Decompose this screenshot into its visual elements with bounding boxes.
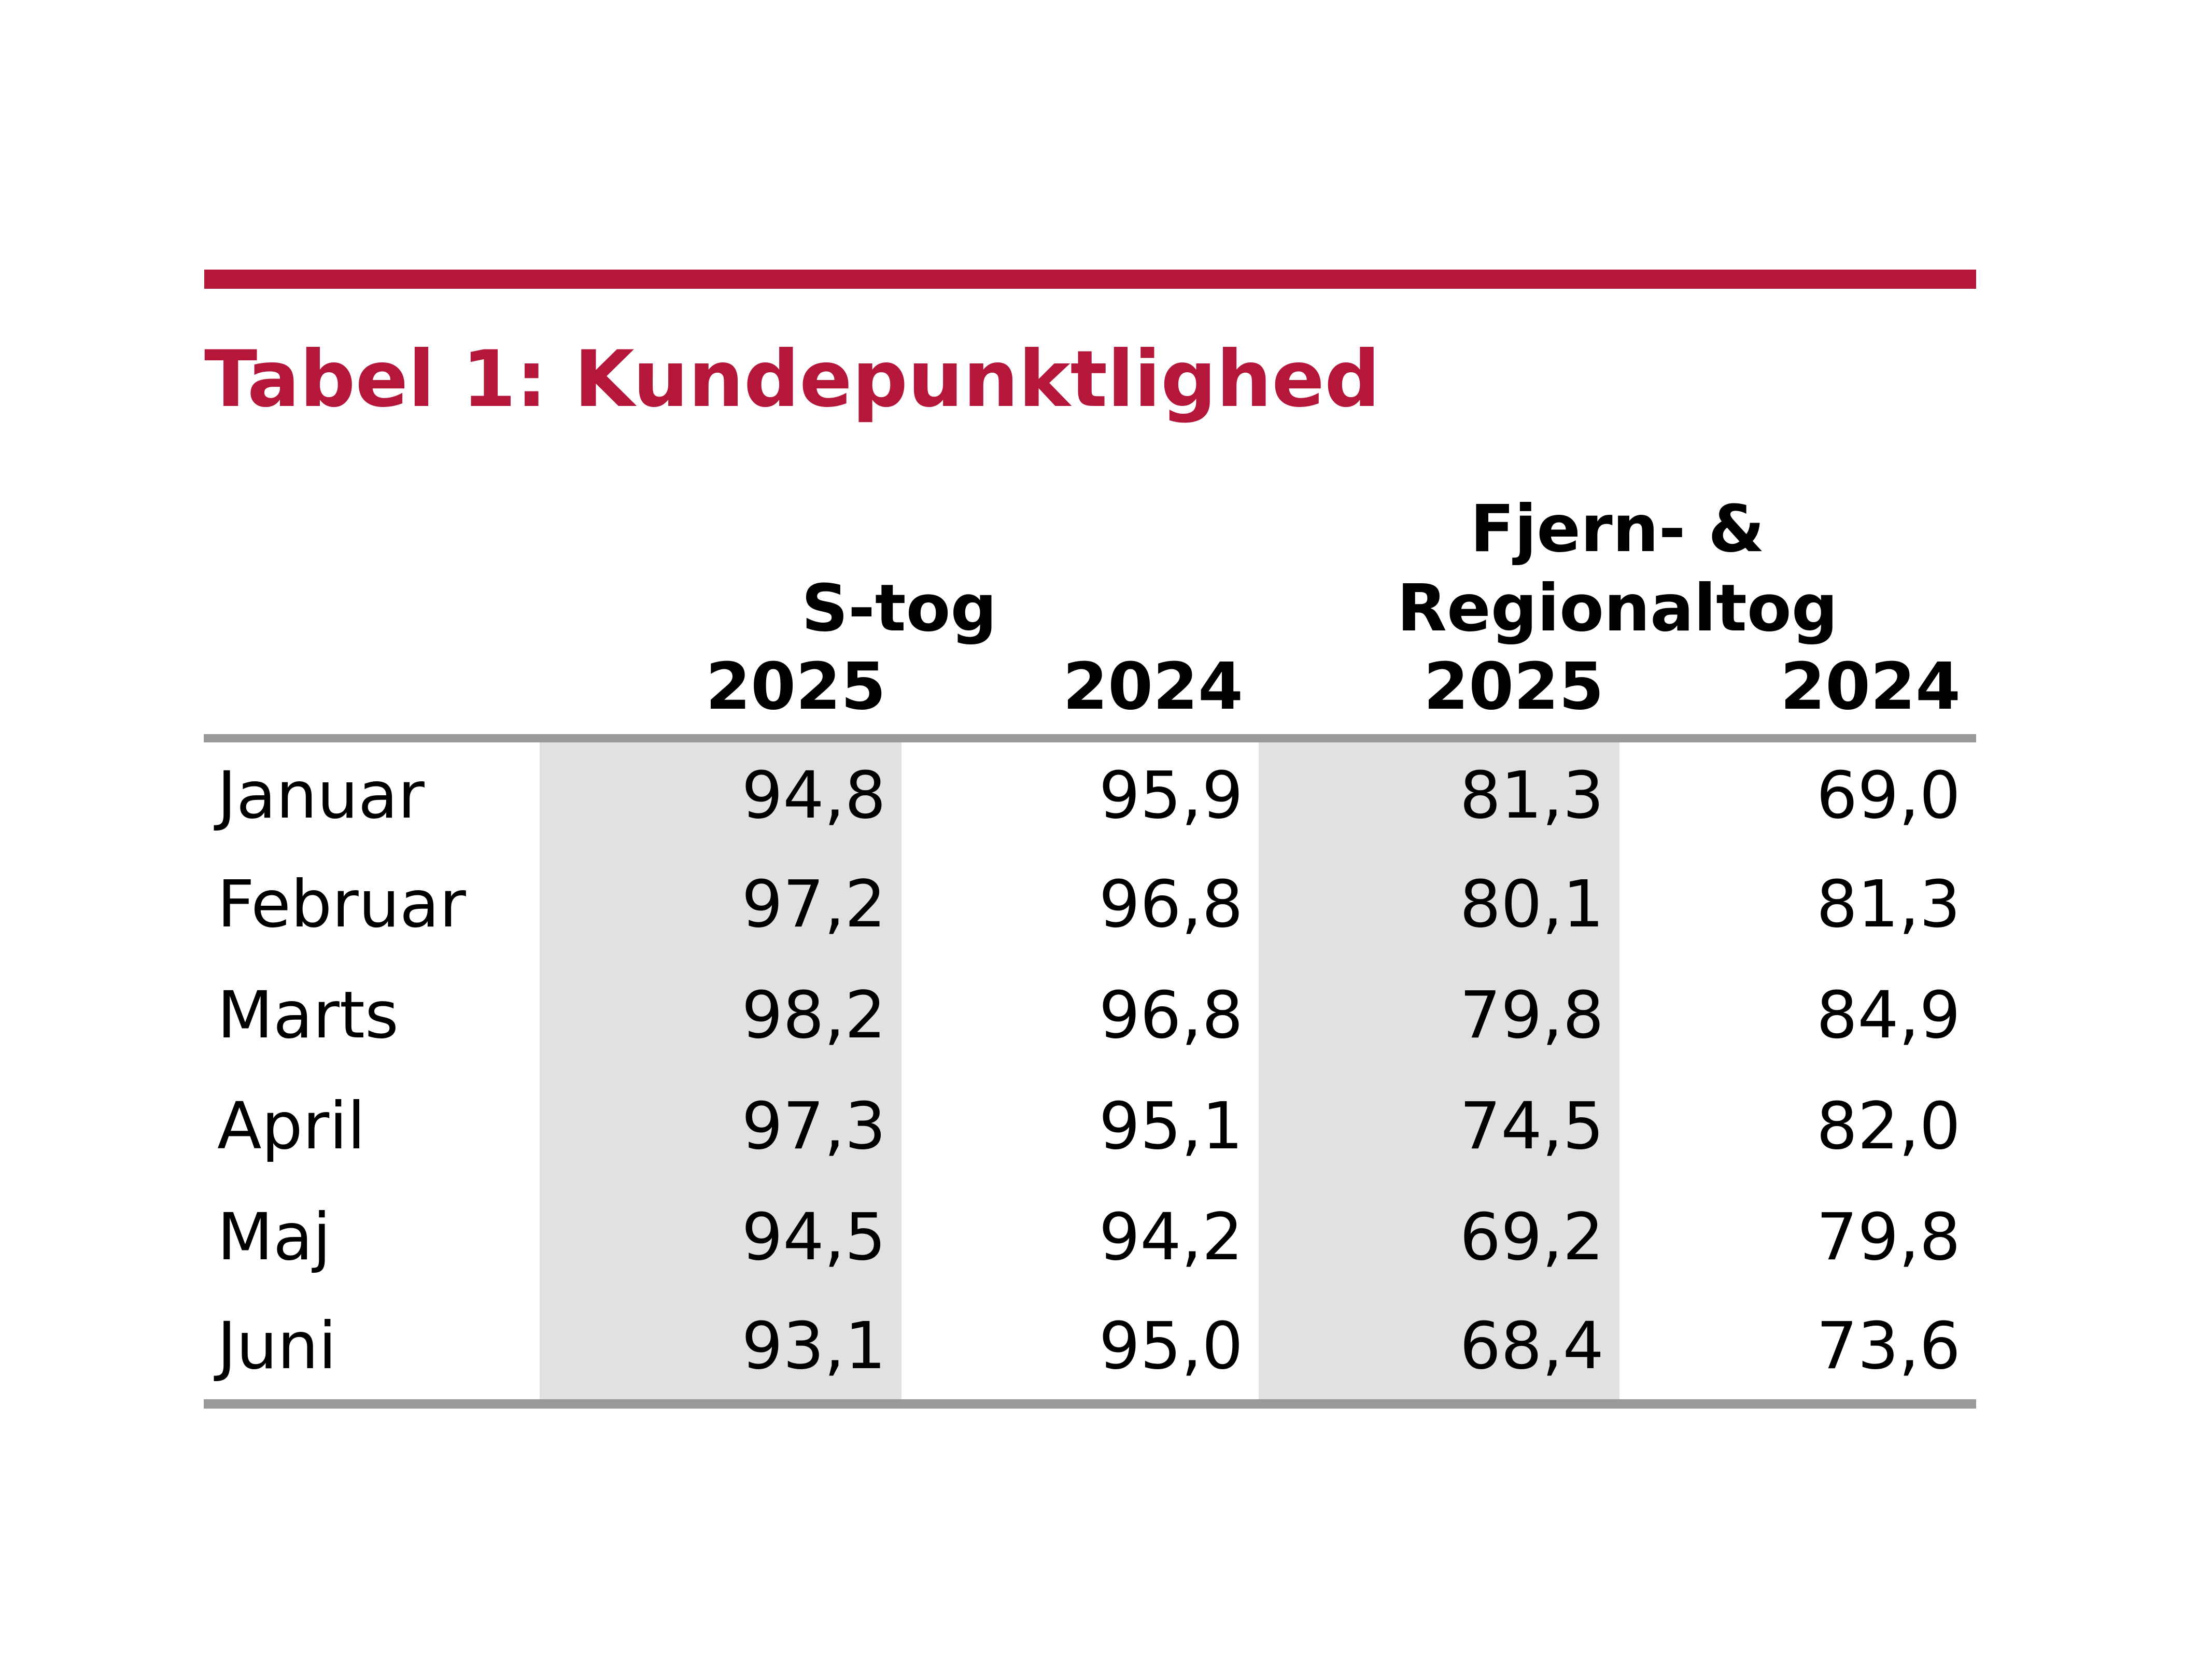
group-header-fjern-regionaltog-label: Fjern- & Regionaltog — [1397, 491, 1838, 646]
value-cell: 95,1 — [1098, 1089, 1244, 1164]
value-cell: 94,8 — [540, 738, 901, 849]
value-cell: 96,8 — [1098, 978, 1244, 1053]
value-cell: 74,5 — [1259, 1071, 1620, 1182]
table-row-juni: Juni 93,1 95,0 68,4 73,6 — [204, 1293, 1977, 1409]
year-header-fjern-2025: 2025 — [1259, 648, 1620, 742]
table-row-januar: Januar 94,8 95,9 81,3 69,0 — [204, 738, 1976, 849]
page-title: Tabel 1: Kundepunktlighed — [204, 334, 1380, 425]
year-header-fjern-2024: 2024 — [1619, 648, 1977, 742]
year-header-row: 2025 2024 2025 2024 — [204, 648, 1977, 742]
accent-top-rule — [204, 270, 1976, 289]
table-row-april: April 97,3 95,1 74,5 82,0 — [204, 1071, 1976, 1182]
group-header-row: S-tog Fjern- & Regionaltog — [204, 466, 1976, 648]
value-cell: 81,3 — [1259, 738, 1620, 849]
group-header-fjern-regionaltog: Fjern- & Regionaltog — [1259, 466, 1976, 648]
value-cell: 80,1 — [1259, 849, 1620, 960]
table-body: Januar 94,8 95,9 81,3 69,0 Februar 97,2 … — [204, 738, 1977, 1409]
value-cell: 95,0 — [901, 1293, 1259, 1409]
year-header-s-tog-2025: 2025 — [540, 648, 901, 742]
empty-header-cell — [204, 466, 540, 648]
month-label: Juni — [204, 1293, 540, 1409]
month-label: April — [217, 1089, 365, 1164]
month-label: Maj — [217, 1200, 331, 1275]
value-cell: 69,2 — [1259, 1182, 1620, 1293]
month-label: Februar — [217, 867, 466, 942]
group-header-s-tog: S-tog — [540, 466, 1259, 648]
value-cell: 94,2 — [1098, 1200, 1244, 1275]
value-cell: 82,0 — [1816, 1089, 1961, 1164]
value-cell: 97,2 — [540, 849, 901, 960]
table-row-marts: Marts 98,2 96,8 79,8 84,9 — [204, 960, 1976, 1071]
customer-punctuality-table: S-tog Fjern- & Regionaltog 2025 2024 202… — [204, 466, 1977, 1409]
value-cell: 81,3 — [1816, 867, 1961, 942]
empty-header-cell — [204, 648, 540, 742]
value-cell: 79,8 — [1816, 1200, 1961, 1275]
value-cell: 84,9 — [1816, 978, 1961, 1053]
value-cell: 96,8 — [1098, 867, 1244, 942]
value-cell: 93,1 — [540, 1293, 901, 1409]
value-cell: 95,9 — [1098, 758, 1244, 833]
table-row-maj: Maj 94,5 94,2 69,2 79,8 — [204, 1182, 1976, 1293]
table-row-februar: Februar 97,2 96,8 80,1 81,3 — [204, 849, 1976, 960]
value-cell: 69,0 — [1816, 758, 1961, 833]
month-label: Marts — [217, 978, 399, 1053]
group-header-s-tog-label: S-tog — [801, 570, 997, 646]
value-cell: 73,6 — [1619, 1293, 1977, 1409]
value-cell: 79,8 — [1259, 960, 1620, 1071]
value-cell: 98,2 — [540, 960, 901, 1071]
value-cell: 68,4 — [1259, 1293, 1620, 1409]
value-cell: 97,3 — [540, 1071, 901, 1182]
year-header-s-tog-2024: 2024 — [901, 648, 1259, 742]
value-cell: 94,5 — [540, 1182, 901, 1293]
month-label: Januar — [217, 758, 425, 833]
table-header: S-tog Fjern- & Regionaltog 2025 2024 202… — [204, 466, 1977, 742]
